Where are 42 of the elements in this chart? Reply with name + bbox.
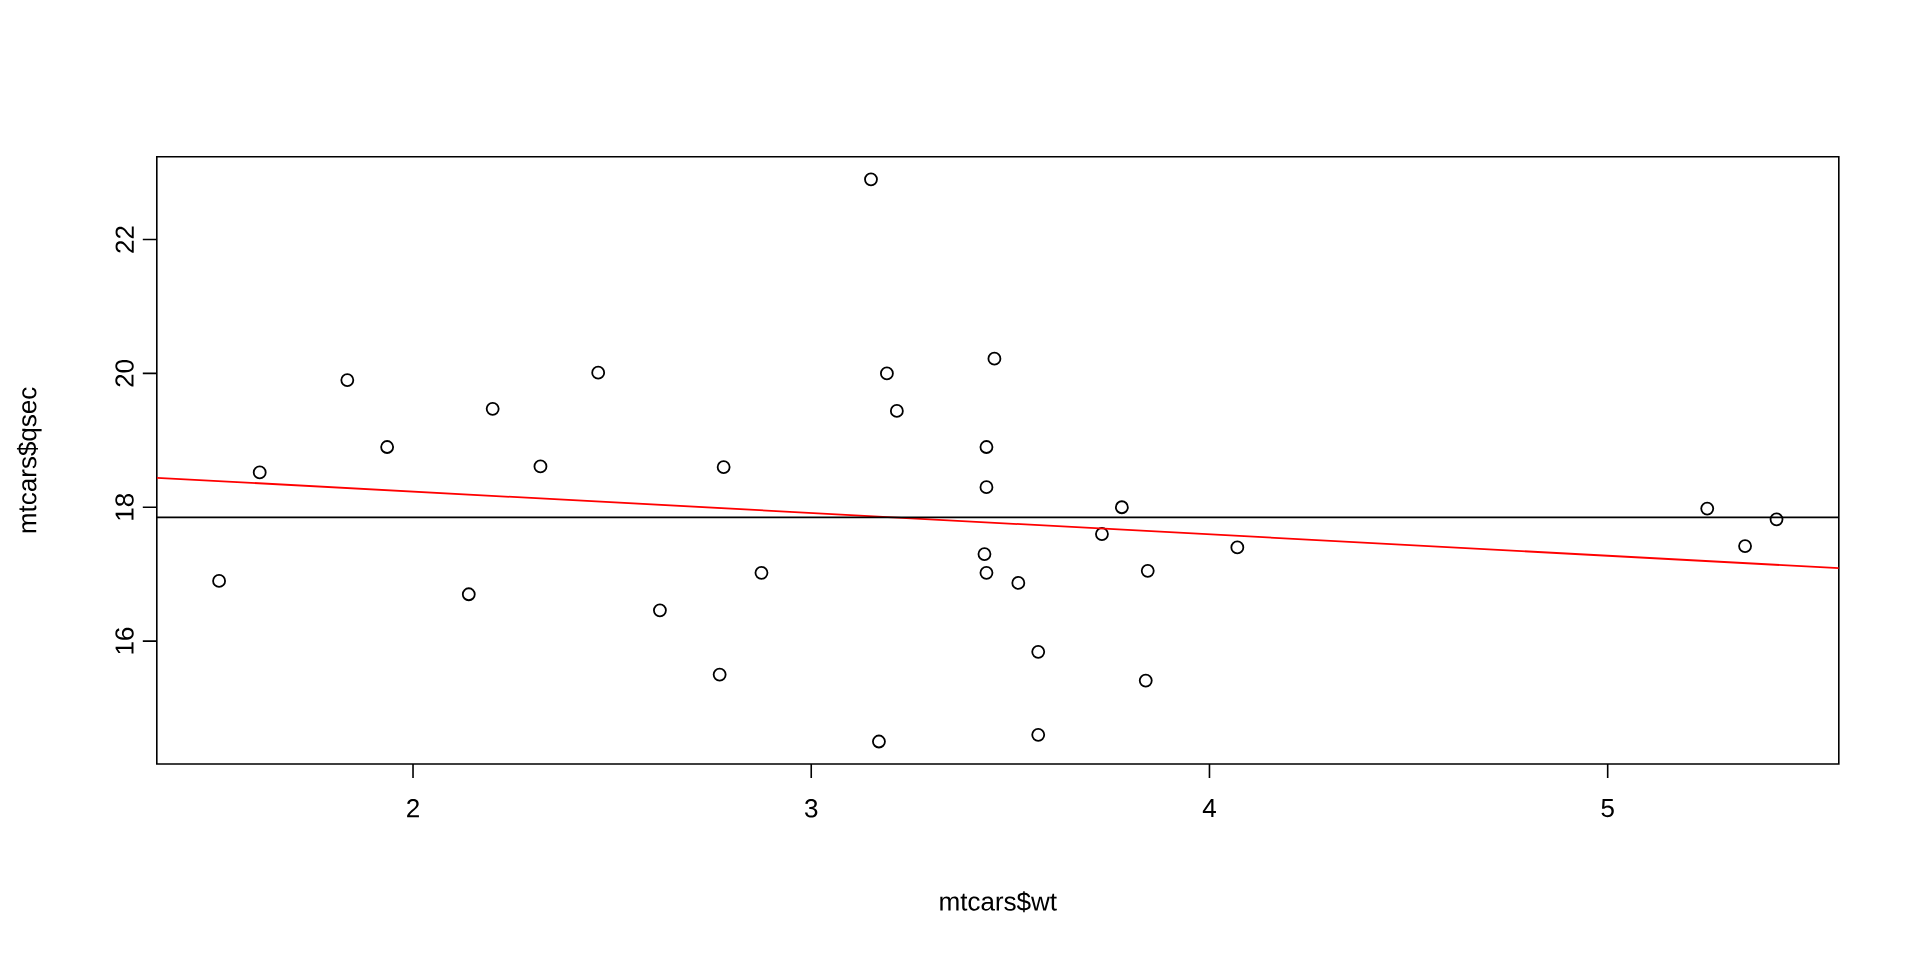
point xyxy=(754,565,769,580)
point xyxy=(1011,575,1026,590)
x-tick-label: 2 xyxy=(407,799,419,818)
point xyxy=(1738,539,1752,553)
point xyxy=(1114,500,1129,515)
point xyxy=(252,465,267,480)
point xyxy=(880,366,894,381)
point xyxy=(485,401,500,416)
point xyxy=(979,565,994,580)
y-tick-label: 16 xyxy=(115,627,134,654)
point xyxy=(1138,673,1153,688)
point xyxy=(1031,644,1046,659)
y-tick-label: 20 xyxy=(115,359,134,387)
point xyxy=(653,603,667,618)
point xyxy=(1095,527,1109,541)
point xyxy=(461,587,476,602)
point xyxy=(979,480,994,495)
x-axis-title: mtcars$wt xyxy=(940,891,1057,913)
point xyxy=(591,365,606,380)
point xyxy=(1769,512,1784,527)
point xyxy=(380,440,395,454)
x-tick-label: 4 xyxy=(1202,799,1216,817)
point xyxy=(1230,540,1245,555)
point xyxy=(1700,501,1715,516)
y-axis-title: mtcars$qsec xyxy=(16,387,42,533)
point xyxy=(1140,563,1155,578)
point xyxy=(716,460,731,474)
point xyxy=(712,667,727,682)
point xyxy=(340,373,355,387)
point xyxy=(533,459,548,474)
y-tick-label: 22 xyxy=(115,226,134,253)
x-tick-label: 3 xyxy=(805,799,818,818)
y-tick-label: 18 xyxy=(115,493,134,520)
point xyxy=(1031,727,1046,742)
point xyxy=(889,403,904,418)
point xyxy=(864,172,878,187)
point xyxy=(212,573,226,588)
point xyxy=(872,734,886,749)
point xyxy=(977,547,992,561)
x-tick-label: 5 xyxy=(1601,799,1614,818)
point xyxy=(979,440,994,454)
point xyxy=(987,351,1002,366)
